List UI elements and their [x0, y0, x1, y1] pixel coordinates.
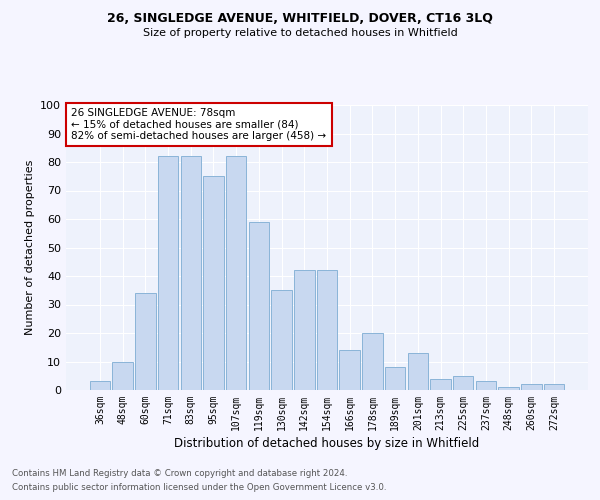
Bar [317, 270, 337, 390]
Text: Contains public sector information licensed under the Open Government Licence v3: Contains public sector information licen… [12, 484, 386, 492]
Text: 26, SINGLEDGE AVENUE, WHITFIELD, DOVER, CT16 3LQ: 26, SINGLEDGE AVENUE, WHITFIELD, DOVER, … [107, 12, 493, 26]
X-axis label: Distribution of detached houses by size in Whitfield: Distribution of detached houses by size … [175, 437, 479, 450]
Bar [362, 333, 383, 390]
Bar [340, 350, 360, 390]
Bar [112, 362, 133, 390]
Text: Size of property relative to detached houses in Whitfield: Size of property relative to detached ho… [143, 28, 457, 38]
Bar [544, 384, 564, 390]
Bar [407, 353, 428, 390]
Bar [294, 270, 314, 390]
Bar [158, 156, 178, 390]
Bar [453, 376, 473, 390]
Bar [521, 384, 542, 390]
Bar [90, 382, 110, 390]
Text: Contains HM Land Registry data © Crown copyright and database right 2024.: Contains HM Land Registry data © Crown c… [12, 468, 347, 477]
Bar [271, 290, 292, 390]
Bar [135, 293, 155, 390]
Bar [476, 382, 496, 390]
Bar [248, 222, 269, 390]
Bar [499, 387, 519, 390]
Text: 26 SINGLEDGE AVENUE: 78sqm
← 15% of detached houses are smaller (84)
82% of semi: 26 SINGLEDGE AVENUE: 78sqm ← 15% of deta… [71, 108, 326, 141]
Bar [430, 378, 451, 390]
Bar [181, 156, 201, 390]
Bar [226, 156, 247, 390]
Bar [203, 176, 224, 390]
Y-axis label: Number of detached properties: Number of detached properties [25, 160, 35, 335]
Bar [385, 367, 406, 390]
